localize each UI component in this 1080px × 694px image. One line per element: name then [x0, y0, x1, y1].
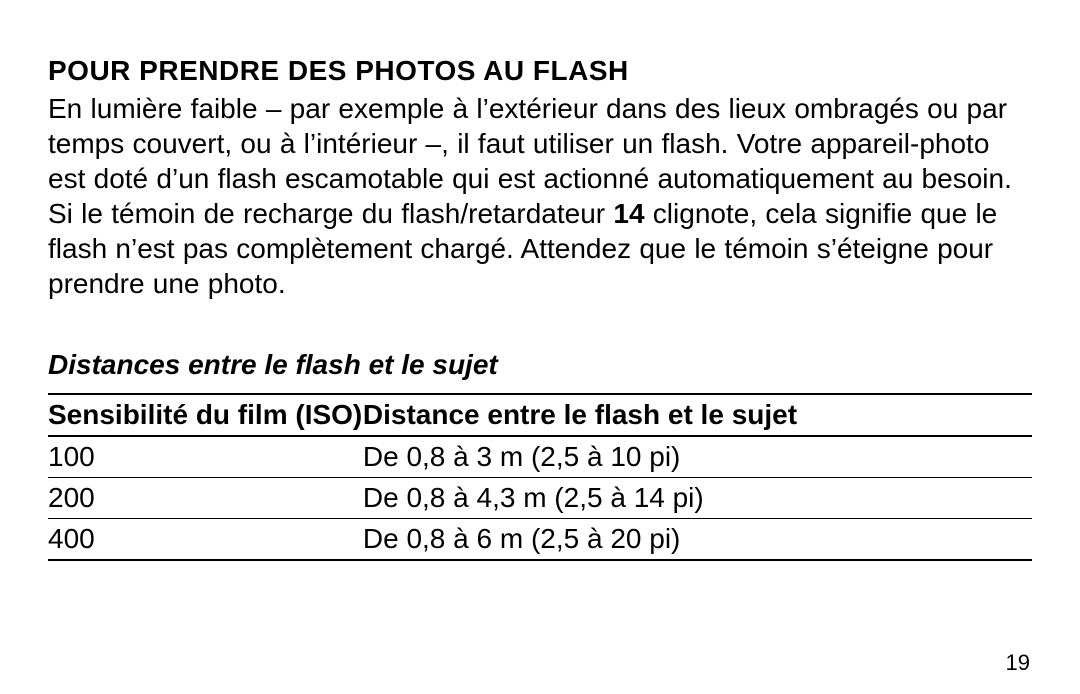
page-number: 19	[1006, 650, 1030, 676]
body-paragraph: En lumière faible – par exemple à l’exté…	[48, 91, 1032, 301]
table-row: 100 De 0,8 à 3 m (2,5 à 10 pi)	[48, 436, 1032, 478]
cell-iso: 100	[48, 436, 363, 478]
cell-distance: De 0,8 à 3 m (2,5 à 10 pi)	[363, 436, 1032, 478]
table-row: 400 De 0,8 à 6 m (2,5 à 20 pi)	[48, 519, 1032, 561]
cell-iso: 200	[48, 478, 363, 519]
manual-page: POUR PRENDRE DES PHOTOS AU FLASH En lumi…	[0, 0, 1080, 694]
cell-iso: 400	[48, 519, 363, 561]
table-header-distance: Distance entre le flash et le sujet	[363, 394, 1032, 436]
cell-distance: De 0,8 à 4,3 m (2,5 à 14 pi)	[363, 478, 1032, 519]
table-row: 200 De 0,8 à 4,3 m (2,5 à 14 pi)	[48, 478, 1032, 519]
cell-distance: De 0,8 à 6 m (2,5 à 20 pi)	[363, 519, 1032, 561]
flash-distance-table: Sensibilité du film (ISO) Distance entre…	[48, 393, 1032, 561]
section-heading: POUR PRENDRE DES PHOTOS AU FLASH	[48, 55, 1032, 87]
table-header-iso: Sensibilité du film (ISO)	[48, 394, 363, 436]
table-subheading: Distances entre le flash et le sujet	[48, 349, 1032, 381]
body-bold-ref: 14	[613, 198, 644, 229]
table-header-row: Sensibilité du film (ISO) Distance entre…	[48, 394, 1032, 436]
